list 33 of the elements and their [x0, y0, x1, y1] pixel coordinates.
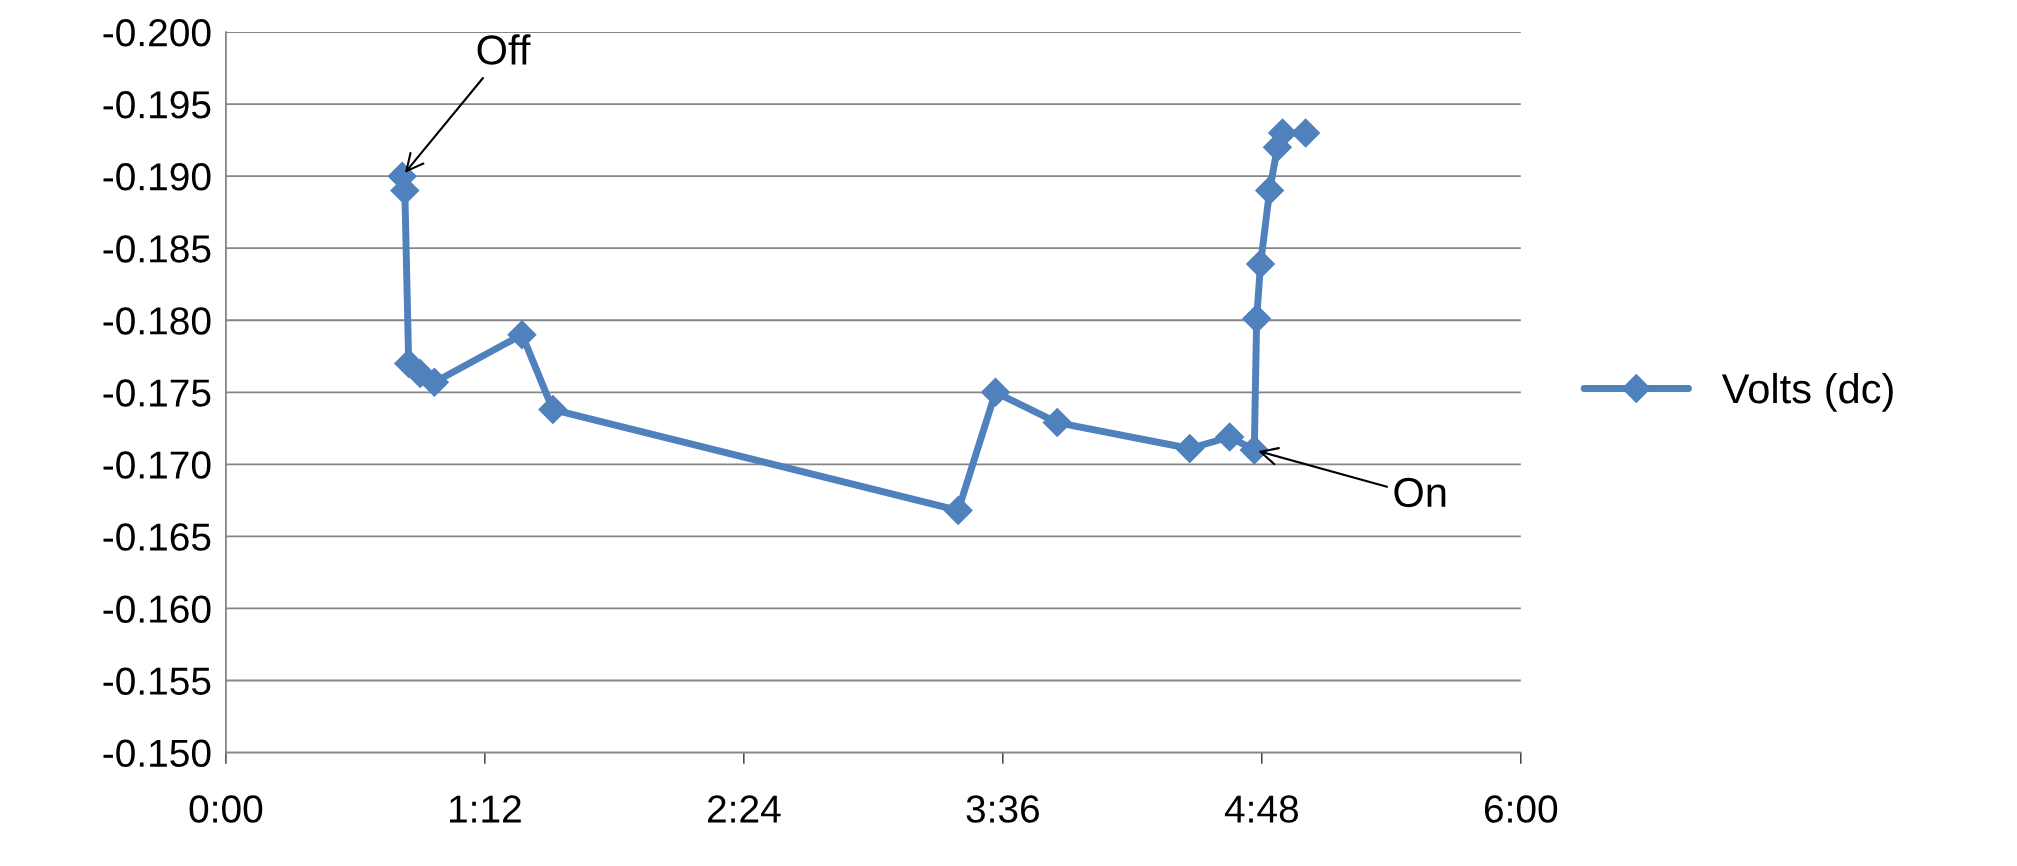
y-tick-label: -0.165	[103, 523, 211, 551]
point	[507, 320, 537, 350]
point	[981, 377, 1010, 407]
point	[1291, 118, 1321, 148]
annotation: On	[1394, 477, 1446, 508]
point	[538, 395, 568, 425]
x-tick-label: 6:00	[1484, 795, 1558, 823]
point	[1255, 176, 1285, 205]
point	[1246, 249, 1275, 279]
y-tick-label: -0.155	[103, 667, 211, 695]
point	[1042, 408, 1072, 438]
point	[1242, 304, 1272, 334]
point	[419, 367, 449, 397]
x-tick-label: 4:48	[1224, 795, 1298, 823]
point	[1215, 422, 1245, 452]
point	[1175, 434, 1205, 463]
y-tick-label: -0.200	[103, 18, 211, 47]
y-tick-label: -0.185	[103, 235, 211, 263]
x-tick-label: 1:12	[450, 795, 521, 823]
y-tick-label: -0.150	[103, 739, 211, 768]
y-tick-label: -0.160	[103, 595, 211, 623]
legend-label: Volts (dc)	[1721, 372, 1893, 412]
y-tick-label: -0.180	[103, 307, 211, 335]
point	[1239, 435, 1269, 465]
point	[943, 496, 973, 525]
x-tick-label: 3:36	[966, 795, 1039, 823]
x-tick-label: 0:00	[189, 795, 263, 823]
annotation: Off	[477, 34, 531, 65]
y-tick-label: -0.175	[103, 379, 211, 407]
y-tick-label: -0.195	[103, 91, 211, 119]
y-tick-label: -0.170	[103, 451, 211, 479]
x-tick-label: 2:24	[707, 795, 781, 823]
y-tick-label: -0.190	[103, 163, 211, 191]
